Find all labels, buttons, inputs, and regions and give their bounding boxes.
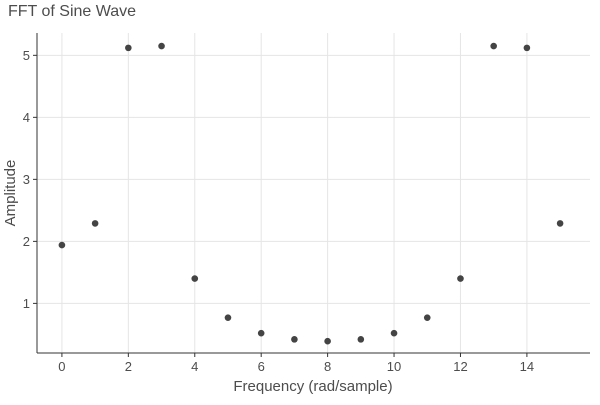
data-point xyxy=(58,241,66,249)
x-tick-label: 12 xyxy=(453,359,467,374)
x-axis-label: Frequency (rad/sample) xyxy=(233,378,392,395)
data-point xyxy=(357,336,365,343)
data-point xyxy=(91,220,99,227)
x-tick-label: 10 xyxy=(387,359,401,374)
x-tick-label: 2 xyxy=(125,359,132,374)
axes xyxy=(33,33,590,357)
y-tick-label: 3 xyxy=(23,172,30,187)
chart-title: FFT of Sine Wave xyxy=(8,3,136,20)
data-point xyxy=(457,275,464,282)
y-tick-label: 5 xyxy=(23,48,30,63)
y-tick-label: 2 xyxy=(23,234,30,249)
data-point xyxy=(158,42,165,50)
y-tick-label: 1 xyxy=(23,296,30,311)
x-tick-label: 14 xyxy=(520,359,534,374)
data-point xyxy=(324,337,331,345)
y-tick-label: 4 xyxy=(23,110,30,125)
x-tick-label: 4 xyxy=(191,359,198,374)
data-point xyxy=(257,329,265,337)
data-point xyxy=(423,314,431,321)
x-tick-label: 8 xyxy=(324,359,331,374)
data-point xyxy=(523,44,531,52)
data-point xyxy=(125,44,132,52)
data-point xyxy=(224,314,232,321)
data-point xyxy=(191,275,199,282)
x-tick-label: 6 xyxy=(258,359,265,374)
data-points xyxy=(58,42,564,345)
data-point xyxy=(291,336,298,343)
grid-lines xyxy=(37,33,590,353)
data-point xyxy=(490,42,497,50)
data-point xyxy=(390,329,398,337)
data-point xyxy=(556,220,564,227)
x-tick-label: 0 xyxy=(58,359,65,374)
y-axis-label: Amplitude xyxy=(2,160,19,227)
